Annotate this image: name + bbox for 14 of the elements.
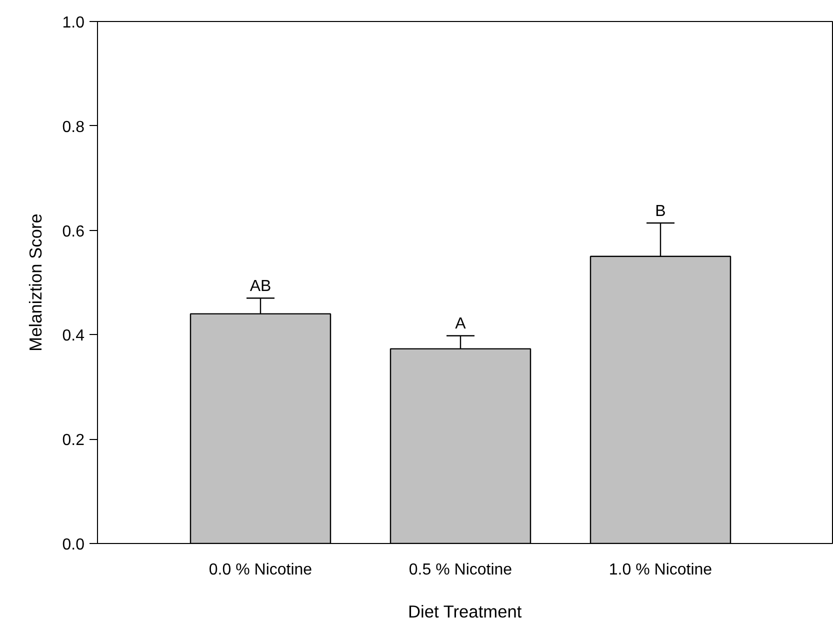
y-axis-title: Melaniztion Score	[25, 214, 46, 352]
y-tick-label: 0.8	[62, 118, 85, 136]
x-axis-title: Diet Treatment	[408, 602, 522, 622]
y-tick-label: 0.6	[62, 223, 85, 240]
y-tick-label: 0.4	[62, 328, 85, 345]
y-tick-label: 1.0	[62, 14, 85, 32]
annotation: B	[655, 202, 666, 220]
x-tick-label: 1.0 % Nicotine	[608, 562, 712, 578]
annotation: A	[455, 316, 466, 333]
y-tick-label: 0.0	[62, 536, 85, 554]
x-tick-label: 0.0 % Nicotine	[208, 562, 312, 578]
annotation: AB	[250, 278, 272, 296]
x-tick-label: 0.5 % Nicotine	[408, 562, 512, 578]
y-tick-label: 0.2	[62, 432, 85, 450]
